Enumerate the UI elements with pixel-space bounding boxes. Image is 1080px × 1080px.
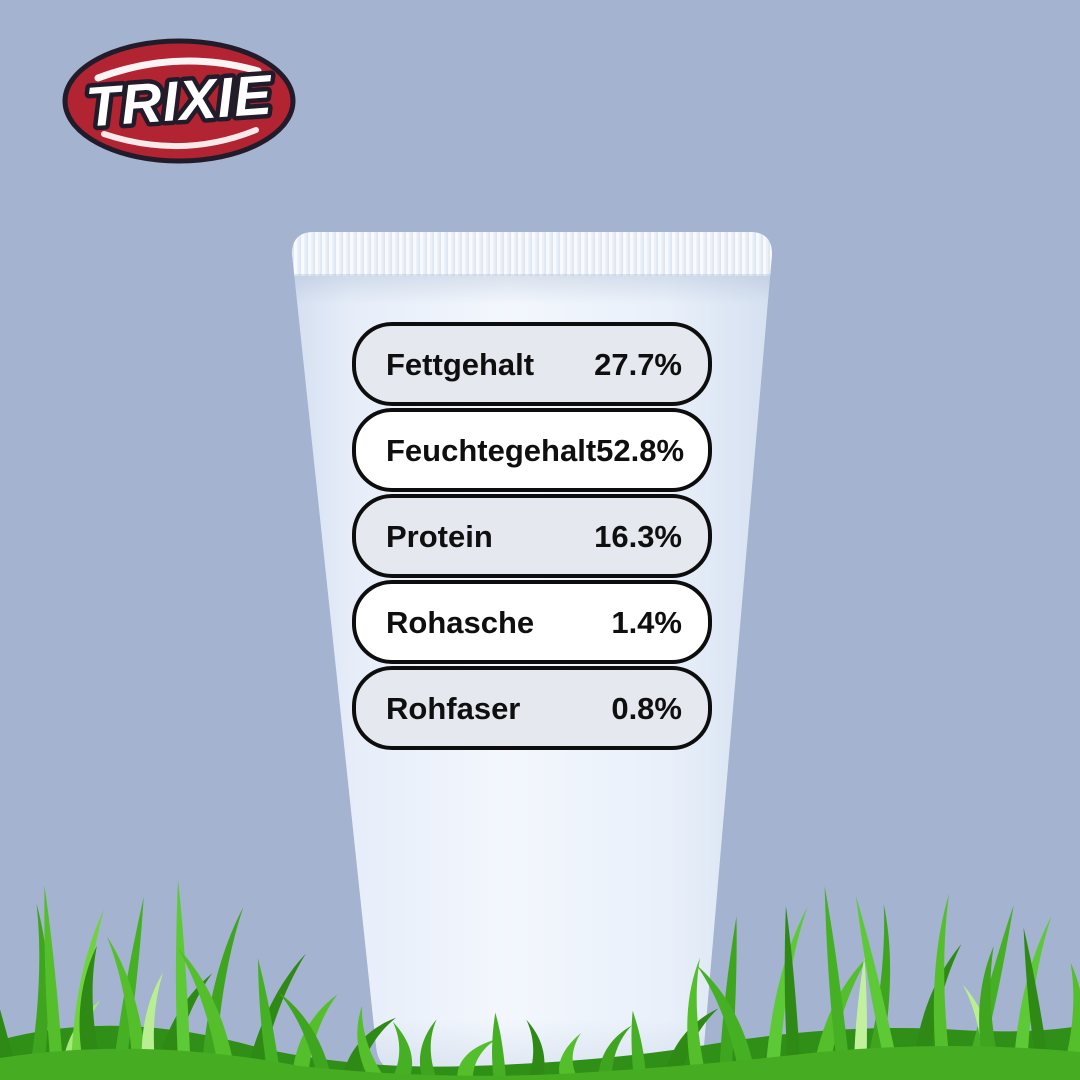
logo-text: TRIXIE (84, 63, 275, 139)
nutrient-label: Rohasche (386, 604, 535, 640)
nutrient-label: Fettgehalt (386, 346, 535, 382)
nutrition-table: Fettgehalt 27.7% Feuchtegehalt 52.8% Pro… (352, 322, 712, 750)
nutrient-label: Protein (386, 518, 493, 554)
tube-crimp-seal (292, 232, 772, 276)
trixie-logo: TRIXIE (62, 38, 296, 164)
nutrition-row: Rohasche 1.4% (352, 580, 712, 664)
logo-top-swoosh (94, 57, 262, 82)
nutrient-label: Feuchtegehalt (386, 432, 597, 468)
nutrient-value: 0.8% (611, 690, 682, 726)
nutrient-value: 1.4% (611, 604, 682, 640)
nutrition-row: Feuchtegehalt 52.8% (352, 408, 712, 492)
nutrient-value: 27.7% (594, 346, 682, 382)
logo-bottom-swoosh (101, 127, 259, 150)
nutrition-row: Protein 16.3% (352, 494, 712, 578)
nutrition-row: Rohfaser 0.8% (352, 666, 712, 750)
nutrient-label: Rohfaser (386, 690, 521, 726)
nutrient-value: 16.3% (594, 518, 682, 554)
nutrition-row: Fettgehalt 27.7% (352, 322, 712, 406)
nutrient-value: 52.8% (596, 432, 685, 468)
